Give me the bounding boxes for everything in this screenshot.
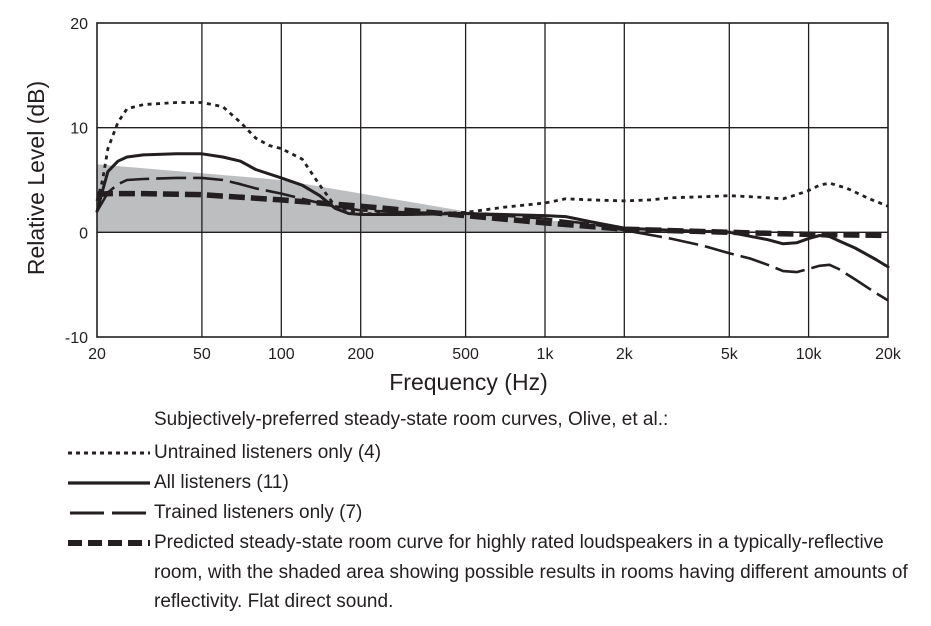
y-axis-title: Relative Level (dB) [23,81,49,275]
x-tick-label: 200 [347,346,374,363]
legend-label-trained: Trained listeners only (7) [154,502,363,523]
x-tick-label: 5k [721,346,739,363]
tick-label-layer: 20 50 100 200 500 1k 2k 5k 10k 20k -10 0 10 20 [65,16,902,363]
x-tick-label: 500 [452,346,479,363]
x-tick-label: 20k [875,346,902,363]
legend-item-all-listeners: All listeners (11) [66,468,926,494]
x-tick-label: 10k [796,346,823,363]
y-tick-label: 10 [70,121,88,138]
solid-line-swatch [68,481,150,485]
x-tick-label: 20 [88,346,106,363]
heavy-dash-line-swatch [68,540,150,546]
frequency-response-chart: 20 50 100 200 500 1k 2k 5k 10k 20k -10 0 10 20 Freque… [23,16,902,395]
dotted-line-swatch [68,451,150,455]
x-tick-label: 2k [616,346,634,363]
shaded-reflectivity-area [97,164,888,233]
x-tick-label: 1k [537,346,555,363]
untrained-listeners-line [95,101,889,216]
legend-label-all-listeners: All listeners (11) [154,472,289,493]
trained-listeners-line [95,176,889,302]
plot-frame [96,22,889,338]
grid-layer [97,23,888,337]
legend-item-trained: Trained listeners only (7) [66,498,926,524]
x-tick-label: 50 [193,346,211,363]
predicted-room-curve-line [96,190,889,239]
legend-label-predicted: Predicted steady-state room curve for hi… [154,532,908,612]
series-layer [95,101,890,302]
legend-item-predicted: Predicted steady-state room curve for hi… [66,528,926,612]
legend-label-untrained: Untrained listeners only (4) [154,442,382,463]
shaded-area-layer [97,164,888,233]
x-axis-title: Frequency (Hz) [389,369,547,395]
y-tick-label: -10 [65,330,88,347]
long-dash-line-swatch [70,511,150,515]
y-tick-label: 20 [70,16,88,33]
y-tick-label: 0 [79,225,88,242]
x-tick-label: 100 [268,346,295,363]
legend-item-untrained: Untrained listeners only (4) [66,438,926,464]
legend-heading: Subjectively-preferred steady-state room… [154,409,669,430]
